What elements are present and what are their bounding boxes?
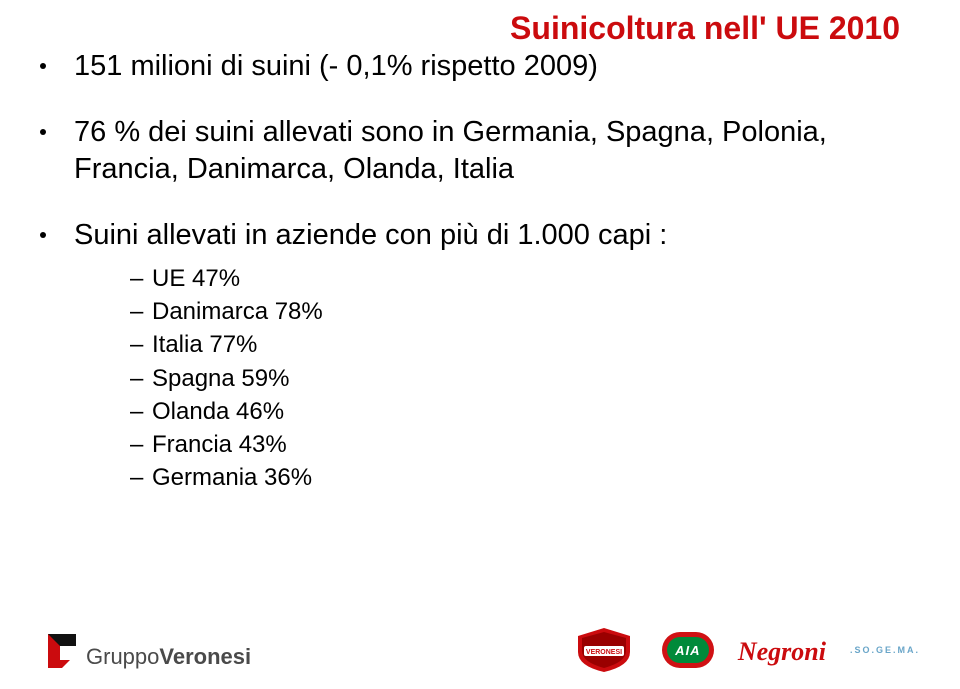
sub-bullet-item: – Francia 43% [130,429,900,460]
sub-bullet-text: Italia 77% [152,329,257,360]
gv-name: Veronesi [159,644,251,669]
sub-bullet-text: Olanda 46% [152,396,284,427]
dash-icon: – [130,429,152,460]
sub-bullet-item: – Danimarca 78% [130,296,900,327]
bullet-item: 76 % dei suini allevati sono in Germania… [40,114,900,187]
gv-text: GruppoVeronesi [86,644,251,670]
sub-bullet-item: – Olanda 46% [130,396,900,427]
veronesi-label-text: VERONESI [586,649,622,656]
sub-bullet-item: – Italia 77% [130,329,900,360]
aia-logo: AIA [662,632,714,668]
negroni-logo: Negroni [738,637,826,667]
slide-title: Suinicoltura nell' UE 2010 [510,10,900,47]
sogema-logo: .SO.GE.MA. [850,645,920,655]
dash-icon: – [130,329,152,360]
bullet-dot-icon [40,232,46,238]
gv-mark-icon [40,630,80,670]
bullet-dot-icon [40,129,46,135]
right-logo-row: VERONESI AIA Negroni .SO.GE.MA. [570,628,920,672]
sub-bullet-text: UE 47% [152,263,240,294]
dash-icon: – [130,263,152,294]
aia-label: AIA [667,637,709,663]
shield-icon: VERONESI [570,626,638,674]
dash-icon: – [130,462,152,493]
slide: Suinicoltura nell' UE 2010 151 milioni d… [0,0,960,689]
gruppo-veronesi-logo: GruppoVeronesi [40,630,251,670]
bullet-text: Suini allevati in aziende con più di 1.0… [74,217,667,253]
sub-bullet-text: Danimarca 78% [152,296,323,327]
dash-icon: – [130,363,152,394]
footer: GruppoVeronesi VERONESI AIA Negroni .SO.… [0,619,960,689]
bullet-dot-icon [40,63,46,69]
bullet-item: Suini allevati in aziende con più di 1.0… [40,217,900,253]
gv-prefix: Gruppo [86,644,159,669]
veronesi-shield-logo: VERONESI [570,628,638,672]
content-area: 151 milioni di suini (- 0,1% rispetto 20… [40,48,900,493]
sub-bullet-text: Francia 43% [152,429,287,460]
dash-icon: – [130,396,152,427]
bullet-item: 151 milioni di suini (- 0,1% rispetto 20… [40,48,900,84]
sub-bullet-text: Spagna 59% [152,363,289,394]
bullet-text: 151 milioni di suini (- 0,1% rispetto 20… [74,48,598,84]
dash-icon: – [130,296,152,327]
sub-bullet-item: – Spagna 59% [130,363,900,394]
bullet-text: 76 % dei suini allevati sono in Germania… [74,114,900,187]
sub-bullet-text: Germania 36% [152,462,312,493]
sub-bullet-item: – UE 47% [130,263,900,294]
sub-bullet-item: – Germania 36% [130,462,900,493]
